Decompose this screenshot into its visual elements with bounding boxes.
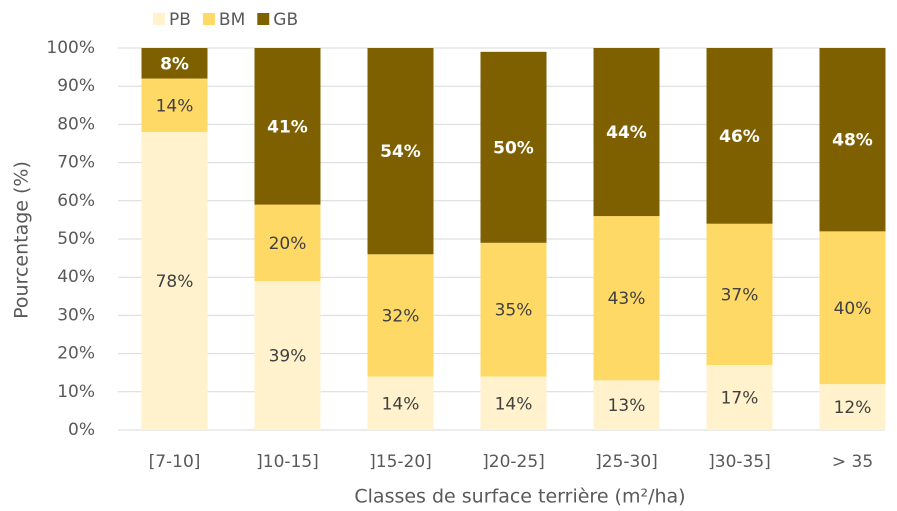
value-label: 37%: [721, 285, 759, 305]
x-tick-label: [7-10]: [149, 452, 201, 472]
value-label: 41%: [267, 117, 308, 137]
bar-segment: [593, 216, 660, 381]
bar-segment: [367, 254, 434, 377]
value-label: 46%: [719, 127, 760, 147]
value-label: 32%: [382, 306, 420, 326]
value-label: 14%: [495, 394, 533, 414]
bar-segment: [367, 48, 434, 255]
bar-segment: [706, 48, 773, 224]
bar-segment: [480, 51, 547, 243]
y-tick-label: 80%: [57, 114, 95, 134]
bar-segment: [593, 380, 660, 430]
y-tick-label: 70%: [57, 153, 95, 173]
y-tick-label: 40%: [57, 267, 95, 287]
legend-label: BM: [219, 10, 245, 30]
x-tick-label: ]25-30]: [595, 452, 658, 472]
bar-segment: [367, 376, 434, 430]
bar-segment: [480, 376, 547, 430]
bar-segment: [819, 48, 886, 232]
value-label: 14%: [156, 96, 194, 116]
bar-segment: [480, 242, 547, 377]
bar-segment: [819, 384, 886, 430]
bar-segment: [141, 78, 208, 133]
y-tick-label: 10%: [57, 382, 95, 402]
x-axis-title: Classes de surface terrière (m²/ha): [354, 486, 685, 508]
value-label: 8%: [160, 54, 189, 74]
bar-segment: [254, 204, 321, 282]
x-tick-label: ]10-15]: [256, 452, 319, 472]
value-label: 48%: [832, 131, 873, 151]
legend-label: GB: [273, 10, 298, 30]
y-tick-label: 90%: [57, 76, 95, 96]
value-label: 20%: [269, 234, 307, 254]
y-tick-label: 0%: [68, 420, 95, 440]
x-tick-label: ]20-25]: [482, 452, 545, 472]
legend-swatch: [257, 13, 270, 25]
bar-segment: [706, 223, 773, 366]
value-label: 54%: [380, 142, 421, 162]
bar-segment: [706, 365, 773, 430]
value-label: 12%: [834, 398, 872, 418]
x-tick-label: > 35: [832, 452, 873, 472]
bar-segment: [254, 281, 321, 430]
bar-segment: [593, 48, 660, 217]
value-label: 44%: [606, 123, 647, 143]
x-tick-label: ]15-20]: [369, 452, 432, 472]
legend-swatch: [202, 13, 215, 25]
y-tick-label: 60%: [57, 191, 95, 211]
legend-swatch: [153, 13, 165, 25]
value-label: 14%: [382, 394, 420, 414]
bar-segment: [819, 231, 886, 385]
value-label: 39%: [269, 347, 307, 367]
legend-label: PB: [169, 10, 191, 30]
value-label: 43%: [608, 289, 646, 309]
y-tick-label: 100%: [46, 38, 95, 58]
y-tick-label: 20%: [57, 344, 95, 364]
y-axis-title: Pourcentage (%): [11, 161, 33, 319]
bar-segment: [141, 48, 208, 79]
y-tick-label: 50%: [57, 229, 95, 249]
value-label: 35%: [495, 301, 533, 321]
bar-segment: [254, 48, 321, 205]
x-tick-label: ]30-35]: [708, 452, 771, 472]
y-tick-label: 30%: [57, 305, 95, 325]
value-label: 50%: [493, 138, 534, 158]
value-label: 40%: [834, 299, 872, 319]
value-label: 78%: [156, 272, 194, 292]
value-label: 13%: [608, 396, 646, 416]
bar-segment: [141, 132, 208, 431]
value-label: 17%: [721, 389, 759, 409]
